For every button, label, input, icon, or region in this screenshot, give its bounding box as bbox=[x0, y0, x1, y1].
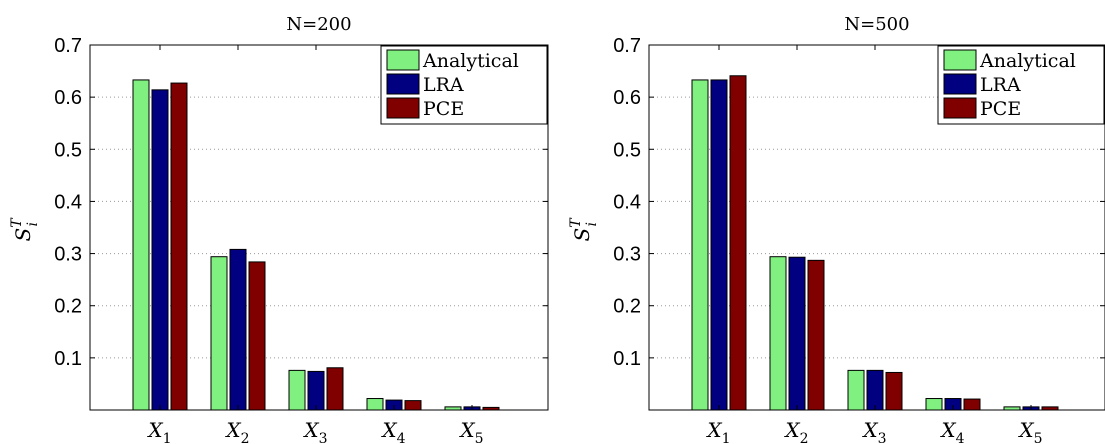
x-tick-label: X1 bbox=[705, 418, 730, 444]
bar-pce-4 bbox=[404, 400, 422, 411]
legend-label-analytical: Analytical bbox=[979, 50, 1076, 72]
y-axis-label: STi bbox=[568, 217, 600, 242]
bar-lra-3 bbox=[866, 369, 884, 411]
legend-label-lra: LRA bbox=[980, 74, 1021, 96]
y-tick-label: 0.2 bbox=[54, 296, 82, 318]
x-tick-label: X4 bbox=[380, 418, 405, 444]
bar-lra-1 bbox=[710, 79, 728, 411]
x-tick-label: X2 bbox=[224, 418, 249, 444]
legend-swatch-pce bbox=[943, 97, 977, 119]
y-tick-label: 0.4 bbox=[54, 191, 82, 213]
y-tick-label: 0.5 bbox=[613, 139, 641, 161]
bar-lra-2 bbox=[788, 256, 806, 411]
x-tick-label-base: X bbox=[939, 418, 956, 442]
x-tick-label: X5 bbox=[458, 418, 483, 444]
x-tick-label-base: X bbox=[146, 418, 163, 442]
x-tick-label: X3 bbox=[302, 418, 327, 444]
bar-pce-1 bbox=[729, 75, 747, 411]
legend-swatch-lra bbox=[943, 73, 977, 95]
x-tick-label-sub: 4 bbox=[397, 431, 406, 444]
y-axis-label-base: S bbox=[11, 228, 35, 242]
y-axis-label-sup: T bbox=[9, 217, 25, 228]
y-axis-label-sub: i bbox=[584, 222, 600, 226]
y-axis-label-sub: i bbox=[25, 222, 41, 226]
bar-pce-2 bbox=[248, 261, 266, 411]
legend-swatch-pce bbox=[386, 97, 420, 119]
x-tick-label-sub: 4 bbox=[956, 431, 965, 444]
bar-lra-1 bbox=[151, 89, 169, 411]
bar-pce-2 bbox=[807, 259, 825, 411]
bar-analytical-4 bbox=[925, 398, 943, 411]
bar-pce-3 bbox=[885, 371, 903, 411]
x-tick-label-sub: 1 bbox=[722, 431, 731, 444]
y-tick-label: 0.3 bbox=[54, 244, 82, 266]
y-tick-label: 0.1 bbox=[54, 348, 82, 370]
y-tick-label: 0.3 bbox=[613, 244, 641, 266]
x-tick-label: X2 bbox=[783, 418, 808, 444]
y-tick-label: 0.6 bbox=[613, 87, 641, 109]
legend-swatch-analytical bbox=[943, 49, 977, 71]
y-axis-label: STi bbox=[9, 217, 41, 242]
x-tick-label-sub: 3 bbox=[878, 431, 887, 444]
x-tick-label-sub: 1 bbox=[163, 431, 172, 444]
x-tick-label-base: X bbox=[1017, 418, 1034, 442]
bar-analytical-3 bbox=[288, 369, 306, 411]
x-tick-label-base: X bbox=[302, 418, 319, 442]
y-tick-label: 0.7 bbox=[613, 35, 641, 57]
x-tick-label-base: X bbox=[224, 418, 241, 442]
legend-label-lra: LRA bbox=[423, 74, 464, 96]
x-tick-label-base: X bbox=[705, 418, 722, 442]
y-tick-label: 0.6 bbox=[54, 87, 82, 109]
y-tick-label: 0.5 bbox=[54, 139, 82, 161]
legend-label-pce: PCE bbox=[423, 98, 464, 120]
y-tick-label: 0.4 bbox=[613, 191, 641, 213]
bar-pce-4 bbox=[963, 398, 981, 411]
x-tick-label-base: X bbox=[380, 418, 397, 442]
axes-box bbox=[648, 44, 1105, 411]
x-tick-label: X3 bbox=[861, 418, 886, 444]
x-tick-label-sub: 3 bbox=[319, 431, 328, 444]
chart-title: N=200 bbox=[286, 14, 351, 35]
y-axis-label-base: S bbox=[570, 228, 594, 242]
bar-pce-1 bbox=[170, 82, 188, 411]
axes-box bbox=[89, 44, 549, 411]
bar-analytical-1 bbox=[132, 79, 150, 411]
x-tick-label-base: X bbox=[783, 418, 800, 442]
bar-analytical-2 bbox=[769, 256, 787, 411]
x-tick-label: X4 bbox=[939, 418, 964, 444]
y-tick-label: 0.7 bbox=[54, 35, 82, 57]
y-tick-label: 0.2 bbox=[613, 296, 641, 318]
y-axis-label-sup: T bbox=[568, 217, 584, 228]
bar-analytical-2 bbox=[210, 256, 228, 411]
chart-title: N=500 bbox=[844, 14, 909, 35]
bar-lra-3 bbox=[307, 370, 325, 411]
legend-label-analytical: Analytical bbox=[422, 50, 519, 72]
bar-pce-3 bbox=[326, 367, 344, 411]
bar-analytical-4 bbox=[366, 398, 384, 411]
y-tick-label: 0.1 bbox=[613, 348, 641, 370]
x-tick-label-base: X bbox=[458, 418, 475, 442]
bar-lra-2 bbox=[229, 248, 247, 411]
legend-label-pce: PCE bbox=[980, 98, 1021, 120]
x-tick-label-base: X bbox=[861, 418, 878, 442]
x-tick-label-sub: 5 bbox=[475, 431, 484, 444]
x-tick-label-sub: 5 bbox=[1034, 431, 1043, 444]
bar-analytical-3 bbox=[847, 369, 865, 411]
legend-swatch-analytical bbox=[386, 49, 420, 71]
x-tick-label: X5 bbox=[1017, 418, 1042, 444]
x-tick-label-sub: 2 bbox=[241, 431, 250, 444]
legend-swatch-lra bbox=[386, 73, 420, 95]
x-tick-label-sub: 2 bbox=[800, 431, 809, 444]
bar-analytical-1 bbox=[691, 79, 709, 411]
x-tick-label: X1 bbox=[146, 418, 171, 444]
